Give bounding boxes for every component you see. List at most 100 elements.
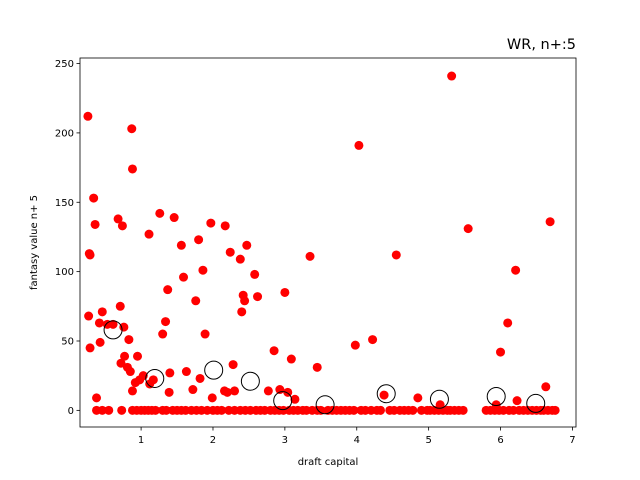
data-point xyxy=(286,354,296,364)
data-point xyxy=(413,393,423,403)
data-point xyxy=(217,405,227,415)
data-point xyxy=(165,368,175,378)
data-point xyxy=(375,405,385,415)
data-point xyxy=(127,124,137,134)
bin-mean-marker xyxy=(204,360,224,380)
data-point xyxy=(350,340,360,350)
data-point xyxy=(503,318,513,328)
means-layer xyxy=(103,320,546,415)
data-point xyxy=(496,347,506,357)
data-point xyxy=(83,111,93,121)
data-point xyxy=(280,287,290,297)
y-tick-label: 200 xyxy=(55,128,74,139)
data-point xyxy=(316,405,326,415)
data-point xyxy=(85,343,95,353)
data-point xyxy=(176,240,186,250)
y-axis: 0 50 100 150 200 250 xyxy=(55,59,80,417)
bin-mean-marker xyxy=(273,391,293,411)
data-point xyxy=(263,386,273,396)
data-point xyxy=(312,362,322,372)
bin-mean-marker xyxy=(376,384,396,404)
data-point xyxy=(119,322,129,332)
data-point xyxy=(230,386,240,396)
bin-mean-marker xyxy=(429,389,449,409)
bin-mean-marker xyxy=(486,386,506,406)
data-point xyxy=(207,393,217,403)
bin-mean-marker xyxy=(240,371,260,391)
data-point xyxy=(200,329,210,339)
data-point xyxy=(220,221,230,231)
data-point xyxy=(92,393,102,403)
data-point xyxy=(206,218,216,228)
data-point xyxy=(458,405,468,415)
x-tick-label: 4 xyxy=(354,435,360,446)
data-point xyxy=(181,367,191,377)
x-tick-label: 6 xyxy=(497,435,503,446)
x-tick-label: 2 xyxy=(210,435,216,446)
data-point xyxy=(104,405,114,415)
data-point xyxy=(240,296,250,306)
points-layer xyxy=(83,71,560,415)
bin-mean-marker xyxy=(526,393,546,413)
chart-title: WR, n+:5 xyxy=(507,37,576,53)
x-tick-label: 3 xyxy=(282,435,288,446)
data-point xyxy=(250,269,260,279)
data-point xyxy=(511,265,521,275)
data-point xyxy=(85,250,95,260)
data-point xyxy=(164,387,174,397)
data-point xyxy=(191,296,201,306)
data-point xyxy=(89,193,99,203)
bin-mean-marker xyxy=(103,320,123,340)
data-point xyxy=(94,318,104,328)
data-point xyxy=(148,375,158,385)
data-point xyxy=(354,140,364,150)
data-point xyxy=(447,71,457,81)
data-point xyxy=(169,213,179,223)
data-point xyxy=(541,382,551,392)
data-point xyxy=(144,229,154,239)
data-point xyxy=(84,311,94,321)
data-point xyxy=(161,405,171,415)
data-point xyxy=(194,235,204,245)
y-tick-label: 100 xyxy=(55,267,74,278)
data-point xyxy=(97,405,107,415)
data-point xyxy=(133,351,143,361)
data-point xyxy=(512,396,522,406)
data-point xyxy=(463,224,473,234)
data-point xyxy=(117,221,127,231)
data-point xyxy=(125,367,135,377)
x-tick-label: 7 xyxy=(569,435,575,446)
data-point xyxy=(188,385,198,395)
bin-mean-marker xyxy=(315,395,335,415)
data-point xyxy=(116,358,126,368)
x-axis: 1 2 3 4 5 6 7 xyxy=(138,427,576,446)
y-tick-label: 50 xyxy=(61,336,74,347)
data-point xyxy=(161,317,171,327)
data-point xyxy=(117,405,127,415)
data-point xyxy=(379,390,389,400)
data-point xyxy=(124,335,134,345)
y-tick-label: 150 xyxy=(55,198,74,209)
data-point xyxy=(269,346,279,356)
data-point xyxy=(163,285,173,295)
data-point xyxy=(222,387,232,397)
data-point xyxy=(550,405,560,415)
data-point xyxy=(115,301,125,311)
data-point xyxy=(127,386,137,396)
data-point xyxy=(408,405,418,415)
x-tick-label: 5 xyxy=(425,435,431,446)
data-point xyxy=(120,351,130,361)
data-point xyxy=(90,219,100,229)
data-point xyxy=(198,265,208,275)
data-point xyxy=(179,272,189,282)
data-point xyxy=(108,319,118,329)
data-point xyxy=(158,329,168,339)
data-point xyxy=(113,214,123,224)
data-point xyxy=(242,240,252,250)
x-tick-label: 1 xyxy=(138,435,144,446)
data-point xyxy=(95,337,105,347)
y-tick-label: 0 xyxy=(68,406,74,417)
data-point xyxy=(237,307,247,317)
